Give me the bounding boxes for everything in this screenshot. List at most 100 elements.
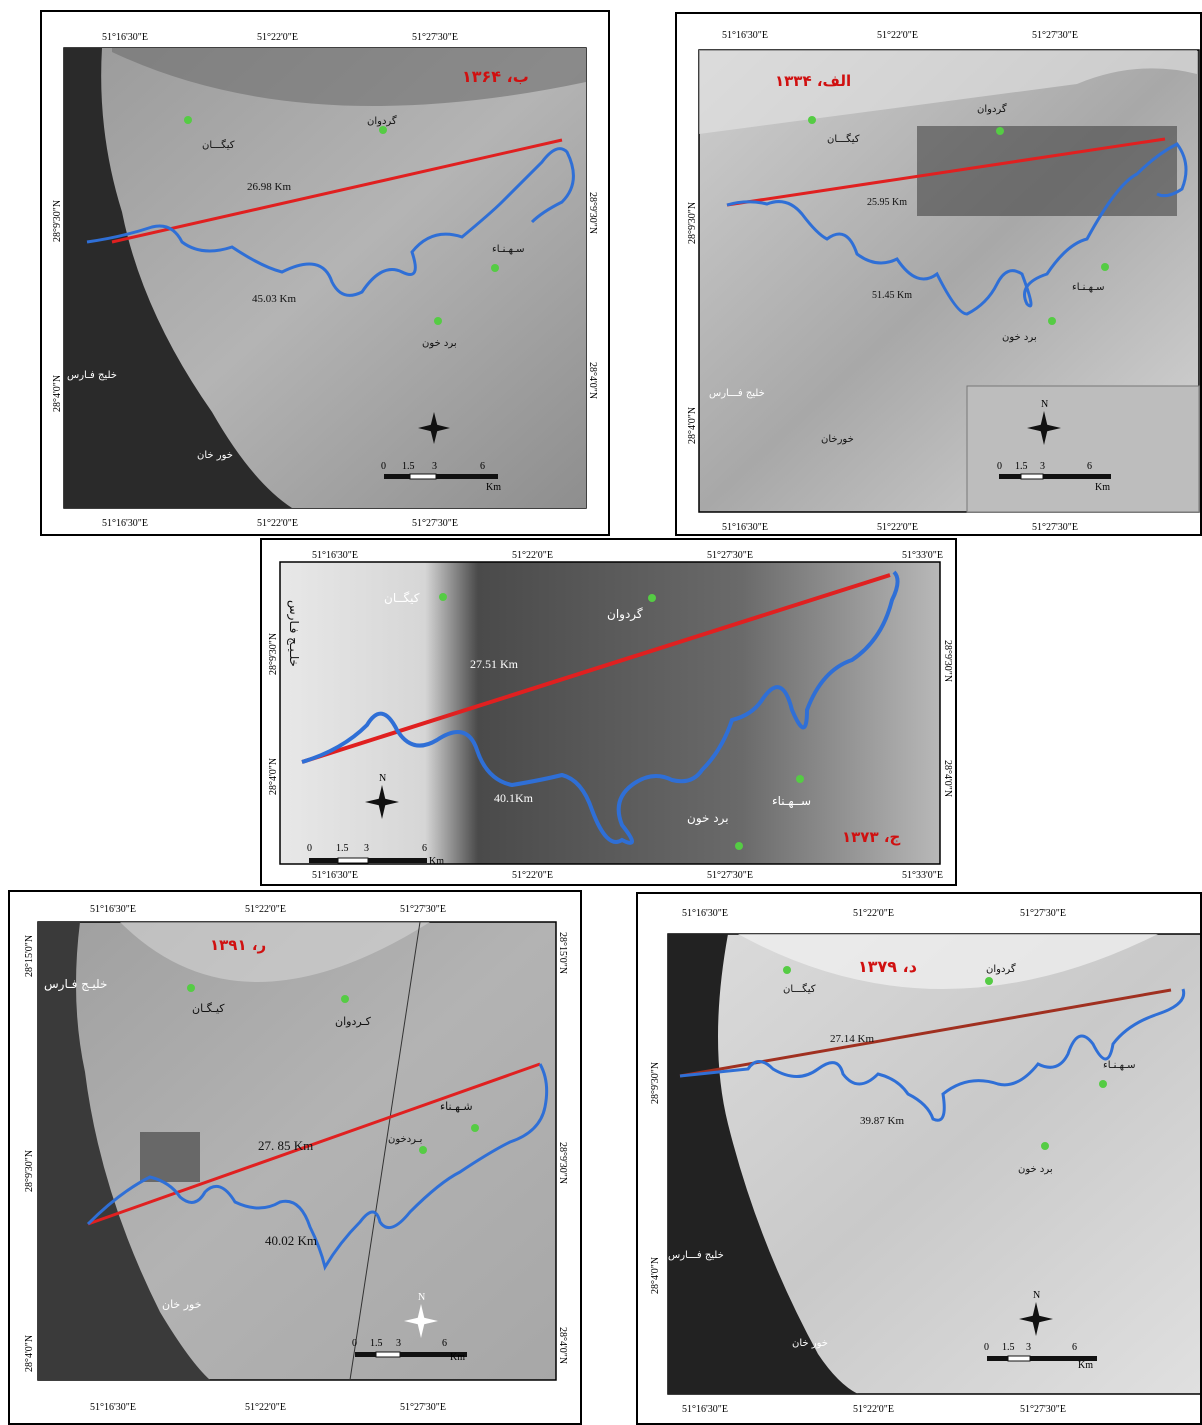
tick-left-3: 28°4'0"N xyxy=(24,1335,35,1372)
place-gordavan: گردوان xyxy=(367,115,397,127)
scale-unit: Km xyxy=(429,856,444,867)
tick-top-3: 51°27'30"E xyxy=(400,904,446,915)
scale-0: 0 xyxy=(352,1338,357,1349)
scale-0: 0 xyxy=(997,461,1002,472)
tick-bottom-3: 51°27'30"E xyxy=(1020,1404,1066,1415)
straight-line xyxy=(87,1062,541,1226)
river-distance-label: 40.1Km xyxy=(494,791,534,805)
scale-bar: 0 1.5 3 6 Km xyxy=(352,1338,467,1363)
tick-right-2: 28°4'0"N xyxy=(942,760,953,797)
scale-3: 3 xyxy=(364,843,369,854)
tick-left-1: 28°9'30"N xyxy=(650,1062,661,1104)
scale-1-5: 1.5 xyxy=(370,1338,383,1349)
north-label: N xyxy=(418,1292,425,1303)
north-arrow-icon: N xyxy=(1019,1290,1053,1336)
river-distance-label: 51.45 Km xyxy=(872,290,912,301)
village-bardkhun-dot xyxy=(735,842,743,850)
tick-right-1: 28°9'30"N xyxy=(587,192,598,234)
river xyxy=(301,570,900,845)
place-gulf: خلیج فـــارس xyxy=(668,1250,724,1261)
place-khurkhan: خورخان xyxy=(821,434,854,445)
tick-left-1: 28°9'30"N xyxy=(52,200,63,242)
map-title: الف، ۱۳۳۴ xyxy=(775,72,851,90)
village-sahnaa-dot xyxy=(1099,1080,1107,1088)
map-c-svg: ج، ۱۳۷۳ 51°16'30"E 51°22'0"E 51°27'30"E … xyxy=(268,550,953,881)
village-bardkhun-dot xyxy=(1041,1142,1049,1150)
scale-bar: 0 1.5 3 6 Km xyxy=(307,843,444,867)
place-kiyan: کیگـــان xyxy=(827,133,860,145)
village-sahnaa-dot xyxy=(471,1124,479,1132)
place-gordavan: کـردوان xyxy=(335,1015,372,1028)
place-sahnaa: سـهـنـاء xyxy=(1103,1060,1136,1071)
scale-unit: Km xyxy=(1095,482,1110,493)
tick-bottom-1: 51°16'30"E xyxy=(312,870,358,881)
village-sahnaa-dot xyxy=(491,264,499,272)
tick-right-2: 28°4'0"N xyxy=(587,362,598,399)
tick-top-3: 51°27'30"E xyxy=(412,32,458,43)
map-title: د، ۱۳۷۹ xyxy=(858,957,917,976)
map-panel-c: ج، ۱۳۷۳ 51°16'30"E 51°22'0"E 51°27'30"E … xyxy=(260,538,957,886)
scale-0: 0 xyxy=(984,1342,989,1353)
village-gordavan-dot xyxy=(379,126,387,134)
map-panel-b: ب، ۱۳۶۴ 51°16'30"E 51°22'0"E 51°27'30"E … xyxy=(40,10,610,536)
tick-top-2: 51°22'0"E xyxy=(853,908,894,919)
place-sahnaa: سـهـنـاء xyxy=(1072,282,1105,293)
straight-distance-label: 27.14 Km xyxy=(830,1033,874,1045)
place-bardkhun: برد خون xyxy=(687,811,729,826)
tick-top-1: 51°16'30"E xyxy=(682,908,728,919)
sea-area xyxy=(64,48,292,508)
tick-left-1: 28°15'0"N xyxy=(24,935,35,977)
tick-right-3: 28°4'0"N xyxy=(557,1327,568,1364)
bay-area xyxy=(738,934,1158,989)
tick-top-3: 51°27'30"E xyxy=(1032,30,1078,41)
north-arrow-icon: N xyxy=(404,1292,438,1338)
tick-top-2: 51°22'0"E xyxy=(245,904,286,915)
village-kiyan-dot xyxy=(187,984,195,992)
village-bardkhun-dot xyxy=(1048,317,1056,325)
village-kiyan-dot xyxy=(783,966,791,974)
tick-bottom-3: 51°27'30"E xyxy=(412,518,458,529)
place-gulf: خلیج فـــارس xyxy=(709,388,765,399)
place-gordavan: گردوان xyxy=(607,607,643,622)
map-panel-a: الف، ۱۳۳۴ 51°16'30"E 51°22'0"E 51°27'30"… xyxy=(675,12,1202,536)
village-bardkhun-dot xyxy=(434,317,442,325)
map-d-svg: د، ۱۳۷۹ 51°16'30"E 51°22'0"E 51°27'30"E … xyxy=(650,908,1200,1415)
tick-left-2: 28°4'0"N xyxy=(268,758,279,795)
place-kiyan: کیـگـان xyxy=(192,1002,225,1015)
place-bardkhun: برد خون xyxy=(1002,332,1037,343)
scale-6: 6 xyxy=(442,1338,447,1349)
sea-area xyxy=(668,934,858,1394)
inset-patch xyxy=(966,385,1200,513)
place-bardkhun: بـردخون xyxy=(388,1134,422,1145)
place-kiyan: کیگــان xyxy=(384,591,420,605)
straight-distance-label: 26.98 Km xyxy=(247,181,291,193)
tick-left-2: 28°4'0"N xyxy=(650,1257,661,1294)
place-bardkhun: برد خون xyxy=(1018,1164,1053,1175)
light-area xyxy=(699,50,1197,134)
tick-bottom-1: 51°16'30"E xyxy=(722,522,768,533)
place-khurkhan: خور خان xyxy=(792,1338,828,1349)
map-a-svg: الف، ۱۳۳۴ 51°16'30"E 51°22'0"E 51°27'30"… xyxy=(687,30,1200,533)
north-arrow-icon: N xyxy=(365,773,399,819)
tick-top-1: 51°16'30"E xyxy=(722,30,768,41)
north-arrow-icon: N xyxy=(1027,399,1061,445)
river xyxy=(86,147,575,297)
tick-bottom-4: 51°33'0"E xyxy=(902,870,943,881)
village-sahnaa-dot xyxy=(796,775,804,783)
scale-6: 6 xyxy=(422,843,427,854)
scale-3: 3 xyxy=(432,461,437,472)
place-bardkhun: برد خون xyxy=(422,338,457,349)
tick-bottom-2: 51°22'0"E xyxy=(257,518,298,529)
village-kiyan-dot xyxy=(184,116,192,124)
scale-unit: Km xyxy=(450,1352,465,1363)
tick-top-3: 51°27'30"E xyxy=(1020,908,1066,919)
place-sahnaa: شـهـناء xyxy=(440,1100,473,1113)
north-label: N xyxy=(1033,1290,1040,1301)
straight-distance-label: 27. 85 Km xyxy=(258,1138,313,1153)
tick-top-2: 51°22'0"E xyxy=(257,32,298,43)
place-sahnaa: سـهـنـاء xyxy=(492,244,525,255)
scale-1-5: 1.5 xyxy=(1015,461,1028,472)
tick-bottom-3: 51°27'30"E xyxy=(707,870,753,881)
tick-bottom-1: 51°16'30"E xyxy=(102,518,148,529)
place-gordavan: گردوان xyxy=(986,963,1016,975)
